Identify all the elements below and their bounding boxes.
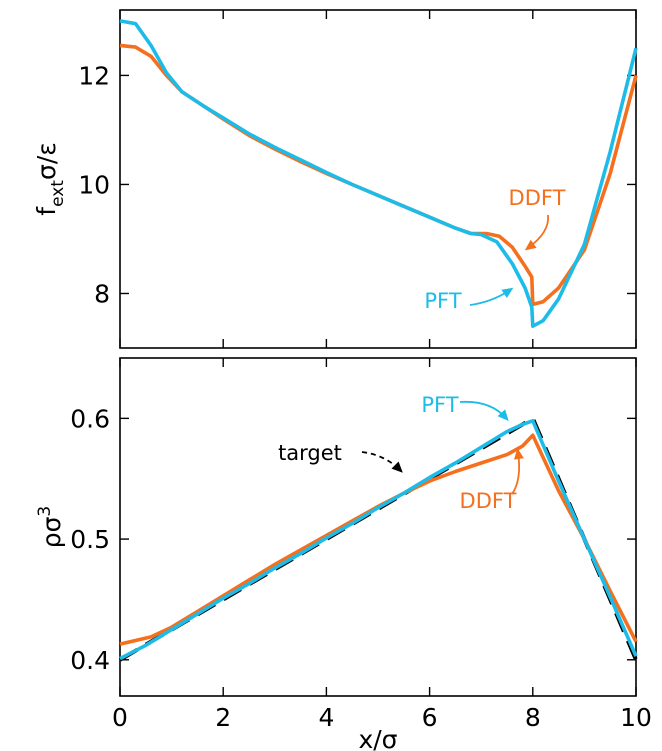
bottom-series-group — [118, 416, 638, 662]
bottom-axis-ticks: 0 2 4 6 8 10 0.4 0.5 0.6 — [70, 358, 652, 732]
bottom-panel: 0 2 4 6 8 10 0.4 0.5 0.6 PFT target DDFT ρσ3 x/σ — [35, 357, 652, 751]
annotation-arrowhead — [514, 448, 524, 460]
annotation-arrowhead — [497, 409, 509, 421]
annotation-arrowhead — [524, 239, 537, 251]
bottom-y-axis-label: ρσ3 — [35, 506, 66, 549]
y-tick-label: 10 — [78, 170, 110, 199]
y-tick-label: 0.4 — [70, 646, 110, 675]
series-line-ddft — [119, 43, 638, 307]
annotation-arrowhead — [501, 287, 514, 298]
top-plot-frame — [119, 9, 637, 349]
annotation-ddft: DDFT — [509, 186, 566, 210]
x-tick-label: 4 — [318, 703, 334, 732]
annotation-pft: PFT — [424, 289, 461, 313]
top-panel: 8 10 12 DDFT PFT fextσ/ε — [32, 9, 638, 349]
annotation-arrowhead — [391, 461, 403, 473]
series-line-pft — [119, 19, 638, 328]
annotation-ddft: DDFT — [460, 489, 517, 513]
x-tick-label: 10 — [620, 703, 652, 732]
series-line-target — [118, 416, 638, 662]
y-tick-label: 0.6 — [70, 404, 110, 433]
top-annotations: DDFT PFT — [424, 186, 565, 313]
x-tick-label: 6 — [422, 703, 438, 732]
x-tick-label: 8 — [525, 703, 541, 732]
x-tick-label: 0 — [112, 703, 128, 732]
top-axis-ticks: 8 10 12 — [78, 10, 637, 348]
bottom-plot-frame — [119, 357, 637, 697]
top-series-group — [119, 19, 638, 328]
y-tick-label: 0.5 — [70, 525, 110, 554]
annotation-pft: PFT — [421, 393, 458, 417]
y-tick-label: 12 — [78, 61, 110, 90]
annotation-target: target — [278, 441, 342, 465]
y-tick-label: 8 — [94, 279, 110, 308]
x-tick-label: 2 — [215, 703, 231, 732]
x-axis-label: x/σ — [358, 725, 397, 751]
top-y-axis-label: fextσ/ε — [32, 142, 68, 215]
bottom-annotations: PFT target DDFT — [278, 393, 524, 513]
series-line-pft — [119, 419, 638, 661]
